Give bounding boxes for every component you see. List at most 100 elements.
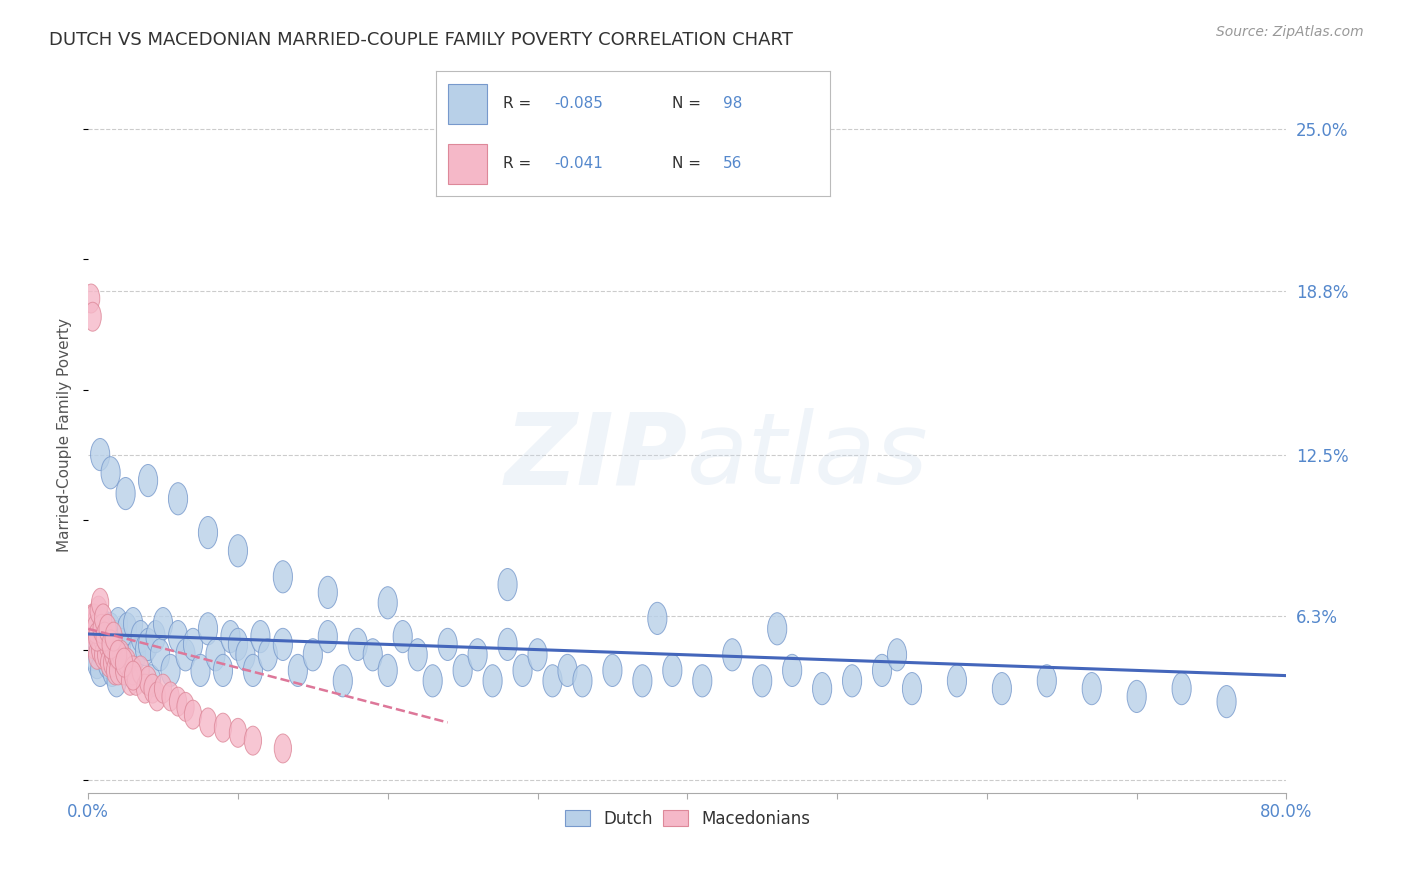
Ellipse shape (107, 665, 127, 697)
Ellipse shape (183, 628, 202, 660)
Ellipse shape (94, 633, 112, 665)
Ellipse shape (198, 613, 218, 645)
Ellipse shape (648, 602, 666, 634)
Ellipse shape (143, 674, 162, 703)
Ellipse shape (813, 673, 832, 705)
Ellipse shape (243, 655, 263, 687)
Ellipse shape (572, 665, 592, 697)
Ellipse shape (83, 615, 100, 643)
Ellipse shape (86, 630, 103, 659)
Ellipse shape (115, 648, 132, 677)
Ellipse shape (993, 673, 1011, 705)
Ellipse shape (378, 655, 398, 687)
Ellipse shape (142, 665, 160, 697)
Ellipse shape (117, 477, 135, 509)
Ellipse shape (603, 655, 621, 687)
Text: atlas: atlas (688, 408, 929, 505)
Text: 98: 98 (723, 96, 742, 112)
Ellipse shape (93, 615, 110, 643)
Y-axis label: Married-Couple Family Poverty: Married-Couple Family Poverty (58, 318, 72, 552)
Ellipse shape (214, 655, 232, 687)
Ellipse shape (108, 607, 128, 640)
Ellipse shape (104, 648, 121, 677)
Ellipse shape (90, 596, 107, 625)
Ellipse shape (160, 655, 180, 687)
Ellipse shape (101, 613, 120, 645)
Ellipse shape (94, 604, 111, 633)
Ellipse shape (768, 613, 787, 645)
Ellipse shape (543, 665, 562, 697)
Ellipse shape (128, 666, 145, 695)
Ellipse shape (484, 665, 502, 697)
Ellipse shape (125, 661, 142, 690)
Ellipse shape (115, 656, 132, 685)
Ellipse shape (135, 633, 155, 665)
Ellipse shape (318, 576, 337, 608)
Ellipse shape (100, 648, 118, 677)
Ellipse shape (96, 622, 114, 651)
Ellipse shape (84, 302, 101, 331)
Ellipse shape (105, 621, 125, 653)
Ellipse shape (155, 674, 172, 703)
Ellipse shape (91, 607, 111, 640)
Ellipse shape (97, 621, 115, 653)
Ellipse shape (110, 656, 127, 685)
Ellipse shape (333, 665, 353, 697)
Ellipse shape (153, 607, 173, 640)
Ellipse shape (127, 639, 146, 671)
Ellipse shape (125, 656, 142, 685)
Ellipse shape (198, 516, 218, 549)
Ellipse shape (86, 621, 105, 653)
Ellipse shape (90, 655, 110, 687)
Ellipse shape (1173, 673, 1191, 705)
Text: N =: N = (672, 96, 706, 112)
Ellipse shape (107, 656, 124, 685)
Bar (447, 144, 486, 184)
Ellipse shape (139, 666, 156, 695)
Ellipse shape (1128, 681, 1146, 713)
Ellipse shape (1083, 673, 1101, 705)
Ellipse shape (96, 639, 114, 671)
Ellipse shape (84, 604, 101, 633)
Ellipse shape (274, 734, 291, 763)
Text: R =: R = (503, 156, 536, 171)
Ellipse shape (693, 665, 711, 697)
Text: N =: N = (672, 156, 706, 171)
Ellipse shape (111, 628, 131, 660)
Ellipse shape (105, 640, 122, 669)
Ellipse shape (439, 628, 457, 660)
Legend: Dutch, Macedonians: Dutch, Macedonians (558, 803, 817, 834)
Ellipse shape (118, 648, 136, 677)
Ellipse shape (948, 665, 966, 697)
Ellipse shape (103, 655, 122, 687)
Ellipse shape (138, 628, 157, 660)
Ellipse shape (101, 457, 120, 489)
Ellipse shape (136, 674, 153, 703)
Ellipse shape (273, 561, 292, 593)
Ellipse shape (318, 621, 337, 653)
Text: 56: 56 (723, 156, 742, 171)
Ellipse shape (1218, 686, 1236, 718)
Ellipse shape (229, 718, 246, 747)
Ellipse shape (118, 613, 136, 645)
Ellipse shape (87, 609, 104, 638)
Ellipse shape (90, 439, 110, 471)
Ellipse shape (98, 615, 117, 643)
Ellipse shape (1038, 665, 1056, 697)
Ellipse shape (903, 673, 921, 705)
Ellipse shape (378, 587, 398, 619)
Ellipse shape (873, 655, 891, 687)
Ellipse shape (423, 665, 443, 697)
Ellipse shape (108, 640, 125, 669)
Ellipse shape (104, 639, 124, 671)
Ellipse shape (633, 665, 652, 697)
Ellipse shape (89, 640, 105, 669)
Ellipse shape (132, 656, 149, 685)
Ellipse shape (221, 621, 240, 653)
Text: -0.041: -0.041 (554, 156, 603, 171)
Ellipse shape (349, 628, 367, 660)
Ellipse shape (205, 639, 225, 671)
Ellipse shape (245, 726, 262, 756)
Ellipse shape (363, 639, 382, 671)
Ellipse shape (169, 687, 187, 716)
